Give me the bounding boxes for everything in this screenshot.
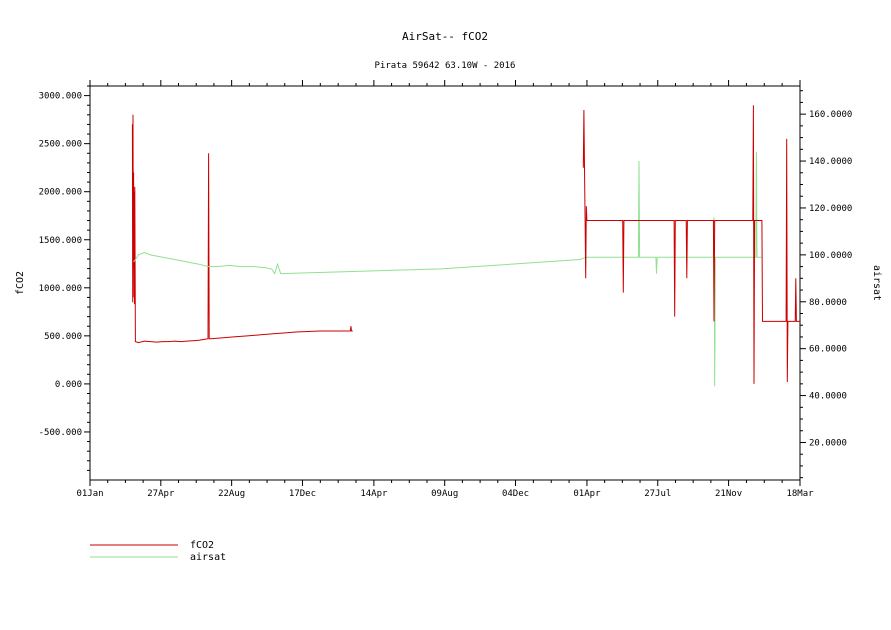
right-y-axis: 160.0000 140.0000 120.0000 100.0000 80.0000 6…	[800, 90, 852, 479]
right-tick-label: 160.0000	[809, 110, 852, 120]
series-line-fco2	[131, 114, 353, 344]
x-tick-label: 22Aug	[218, 489, 245, 499]
right-tick-label: 140.0000	[809, 157, 852, 167]
left-tick-label: -500.000	[39, 428, 82, 438]
x-tick-label: 18Mar	[786, 489, 814, 499]
x-tick-label: 27Apr	[147, 489, 175, 499]
x-tick-label: 04Dec	[502, 489, 529, 499]
right-tick-label: 80.0000	[809, 298, 847, 308]
series-layer	[131, 105, 800, 387]
right-tick-label: 20.0000	[809, 438, 847, 448]
series-line-airsat	[133, 151, 762, 387]
left-axis-label: fCO2	[15, 271, 26, 295]
left-tick-label: 1500.000	[39, 236, 82, 246]
left-tick-label: 1000.000	[39, 284, 82, 294]
x-tick-label: 01Jan	[76, 489, 103, 499]
right-tick-label: 100.0000	[809, 251, 852, 261]
legend-label-airsat: airsat	[190, 552, 226, 563]
right-tick-label: 60.0000	[809, 345, 847, 355]
legend-label-fco2: fCO2	[190, 540, 214, 551]
x-tick-label: 01Apr	[573, 489, 601, 499]
x-tick-label: 14Apr	[360, 489, 388, 499]
x-tick-label: 17Dec	[289, 489, 316, 499]
left-tick-label: 2000.000	[39, 188, 82, 198]
left-tick-label: 500.000	[44, 332, 82, 342]
right-tick-label: 40.0000	[809, 392, 847, 402]
chart-title: AirSat-- fCO2	[402, 30, 488, 43]
legend: fCO2 airsat	[90, 540, 226, 563]
left-tick-label: 3000.000	[39, 92, 82, 102]
right-axis-label: airsat	[871, 265, 882, 301]
left-tick-label: 2500.000	[39, 140, 82, 150]
plot-frame	[89, 85, 801, 481]
x-tick-label: 09Aug	[431, 489, 458, 499]
series-line-fco2-late-segment-	[582, 105, 800, 384]
x-axis: 01Jan 27Apr 22Aug 17Dec 14Apr 09Aug 04Dec 01Apr…	[76, 80, 814, 499]
x-tick-label: 21Nov	[715, 489, 742, 499]
left-tick-label: 0.000	[55, 380, 82, 390]
chart-subtitle: Pirata 59642 63.10W - 2016	[375, 61, 516, 71]
left-y-axis: 3000.000 2500.000 2000.000 1500.000 1000.000…	[39, 85, 90, 471]
x-tick-label: 27Jul	[644, 489, 671, 499]
right-tick-label: 120.0000	[809, 204, 852, 214]
